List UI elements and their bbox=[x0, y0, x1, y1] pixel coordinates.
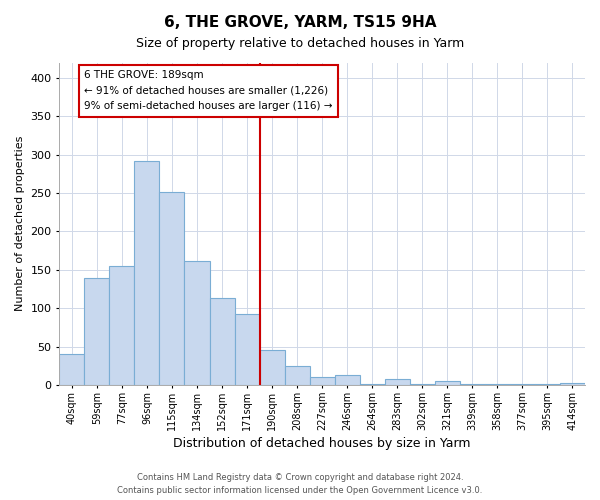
Text: 6, THE GROVE, YARM, TS15 9HA: 6, THE GROVE, YARM, TS15 9HA bbox=[164, 15, 436, 30]
Bar bbox=[134, 161, 160, 385]
Bar bbox=[310, 378, 335, 385]
Bar bbox=[560, 382, 585, 385]
Bar bbox=[284, 366, 310, 385]
Bar bbox=[485, 384, 510, 385]
Bar bbox=[209, 298, 235, 385]
Bar bbox=[335, 375, 360, 385]
Bar bbox=[109, 266, 134, 385]
Y-axis label: Number of detached properties: Number of detached properties bbox=[15, 136, 25, 312]
Bar bbox=[235, 314, 260, 385]
Bar bbox=[59, 354, 85, 385]
Bar bbox=[184, 262, 209, 385]
Bar bbox=[435, 381, 460, 385]
X-axis label: Distribution of detached houses by size in Yarm: Distribution of detached houses by size … bbox=[173, 437, 471, 450]
Bar bbox=[85, 278, 109, 385]
Bar bbox=[385, 379, 410, 385]
Bar bbox=[460, 384, 485, 385]
Bar bbox=[410, 384, 435, 385]
Text: 6 THE GROVE: 189sqm
← 91% of detached houses are smaller (1,226)
9% of semi-deta: 6 THE GROVE: 189sqm ← 91% of detached ho… bbox=[85, 70, 333, 112]
Bar bbox=[260, 350, 284, 385]
Bar bbox=[360, 384, 385, 385]
Text: Contains HM Land Registry data © Crown copyright and database right 2024.
Contai: Contains HM Land Registry data © Crown c… bbox=[118, 473, 482, 495]
Bar bbox=[510, 384, 535, 385]
Bar bbox=[160, 192, 184, 385]
Text: Size of property relative to detached houses in Yarm: Size of property relative to detached ho… bbox=[136, 38, 464, 51]
Bar bbox=[535, 384, 560, 385]
